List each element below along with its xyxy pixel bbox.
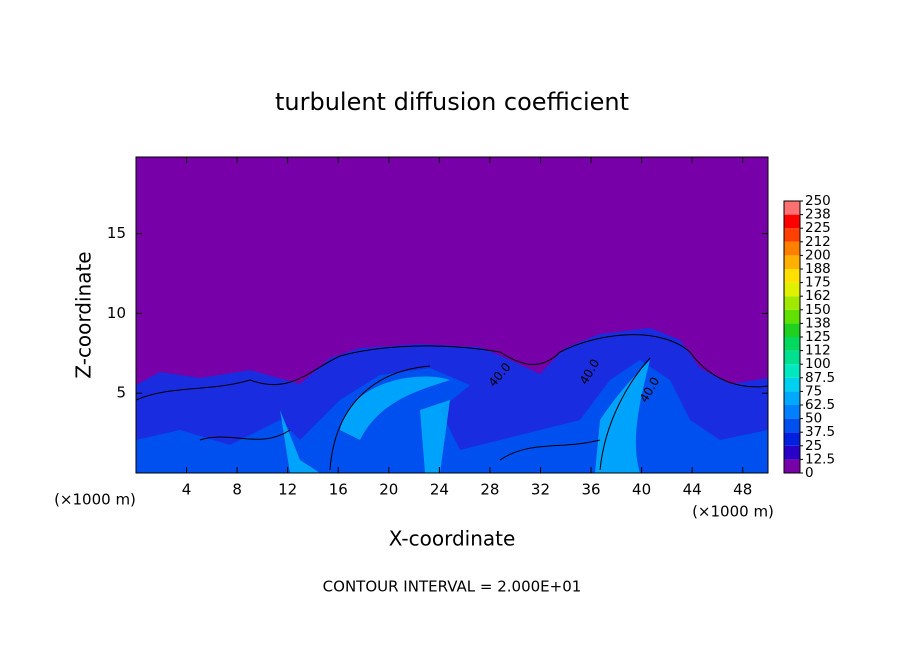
colorbar-label: 250 [805, 193, 831, 209]
colorbar-bin [784, 418, 800, 433]
x-tick-label: 8 [232, 481, 242, 499]
y-tick-label: 10 [107, 304, 126, 322]
colorbar-label: 150 [805, 302, 831, 318]
colorbar-bin [784, 309, 800, 324]
x-tick-label: 28 [480, 481, 499, 499]
colorbar-bin [784, 241, 800, 256]
colorbar-bin [784, 391, 800, 405]
colorbar-label: 138 [805, 315, 831, 331]
colorbar-label: 0 [805, 465, 814, 481]
colorbar-label: 100 [805, 356, 831, 372]
colorbar-label: 12.5 [805, 451, 835, 467]
contour-line [135, 334, 769, 471]
colorbar-bin [784, 337, 800, 351]
colorbar-label: 238 [805, 207, 831, 223]
colorbar-label: 225 [805, 220, 831, 236]
footer: CONTOUR INTERVAL = 2.000E+01 [323, 578, 582, 596]
field-layer [280, 360, 650, 473]
colorbar-bin [784, 228, 800, 242]
colorbar-label: 175 [805, 275, 831, 291]
y-tick-label: 5 [116, 384, 126, 402]
x-tick-label: 44 [683, 481, 702, 499]
x-unit-label: (×1000 m) [692, 503, 774, 521]
x-tick-label: 16 [329, 481, 348, 499]
colorbar-bin [784, 445, 800, 460]
colorbar-label: 212 [805, 234, 831, 250]
colorbar-label: 75 [805, 383, 822, 399]
colorbar-bin [784, 405, 800, 419]
colorbar-label: 200 [805, 247, 831, 263]
colorbar-bin [784, 350, 800, 365]
plot-frame [135, 156, 769, 474]
colorbar-bin [784, 201, 800, 215]
x-tick-label: 4 [182, 481, 192, 499]
x-tick-label: 12 [278, 481, 297, 499]
field [135, 157, 769, 473]
x-tick-label: 24 [430, 481, 449, 499]
colorbar-bin [784, 459, 800, 473]
colorbar-bin [784, 323, 800, 337]
x-tick-label: 36 [581, 481, 600, 499]
colorbar-bin [784, 296, 800, 310]
colorbar-label: 112 [805, 343, 831, 359]
colorbar-bin [784, 269, 800, 283]
colorbar-bin [784, 364, 800, 378]
colorbar-bin [784, 282, 800, 297]
colorbar-label: 125 [805, 329, 831, 345]
colorbar-label: 87.5 [805, 370, 835, 386]
colorbar-label: 62.5 [805, 397, 835, 413]
y-tick-label: 15 [107, 224, 126, 242]
colorbar-label: 50 [805, 411, 822, 427]
colorbar-label: 37.5 [805, 424, 835, 440]
colorbar-bin [784, 255, 800, 269]
x-axis-label: X-coordinate [389, 527, 516, 551]
x-tick-label: 48 [733, 481, 752, 499]
x-unit-label: (×1000 m) [54, 491, 136, 509]
colorbar-label: 188 [805, 261, 831, 277]
colorbar-label: 162 [805, 288, 831, 304]
colorbar-bin [784, 214, 800, 229]
colorbar-label: 25 [805, 438, 822, 454]
chart-title: turbulent diffusion coefficient [275, 88, 629, 116]
x-tick-label: 20 [379, 481, 398, 499]
x-tick-label: 40 [632, 481, 651, 499]
y-axis-label: Z-coordinate [72, 251, 96, 378]
colorbar-bin [784, 377, 800, 392]
colorbar-bin [784, 432, 800, 446]
x-tick-label: 32 [531, 481, 550, 499]
